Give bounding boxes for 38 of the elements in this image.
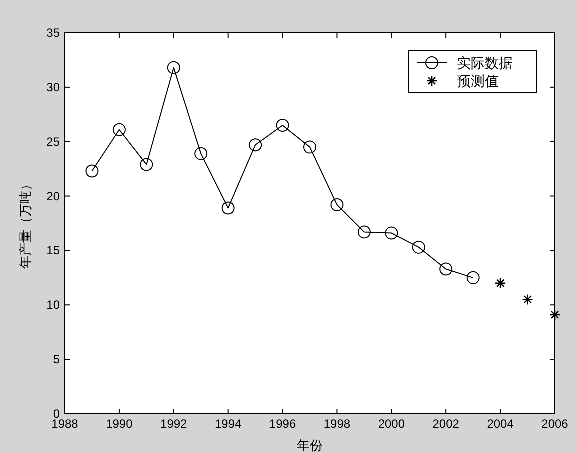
y-tick-label: 10 xyxy=(46,298,60,312)
x-tick-label: 1998 xyxy=(324,417,351,431)
x-tick-label: 2004 xyxy=(487,417,514,431)
point xyxy=(249,138,262,152)
point xyxy=(330,198,344,212)
y-tick-label: 35 xyxy=(46,26,60,40)
y-tick-label: 5 xyxy=(53,352,60,367)
x-tick-label: 1990 xyxy=(106,417,134,431)
x-tick-label: 2002 xyxy=(432,417,460,431)
point xyxy=(276,119,290,132)
x-tick-label: 2000 xyxy=(378,417,406,431)
point xyxy=(385,226,398,240)
point xyxy=(494,278,506,290)
y-tick-label: 25 xyxy=(46,134,60,149)
legend-label: 预测值 xyxy=(457,73,499,89)
point xyxy=(140,158,154,172)
y-tick-label: 15 xyxy=(46,244,60,258)
point xyxy=(549,309,561,321)
x-tick-label: 1996 xyxy=(269,417,296,431)
point xyxy=(167,61,180,74)
y-axis-title: 年产量（万吨） xyxy=(18,178,33,269)
point xyxy=(440,262,453,276)
point xyxy=(86,164,99,178)
y-tick-label: 20 xyxy=(46,189,60,204)
point xyxy=(412,240,426,254)
point xyxy=(112,123,126,136)
point xyxy=(522,294,534,306)
point xyxy=(304,140,316,154)
point xyxy=(358,226,371,239)
point xyxy=(466,271,480,284)
x-tick-label: 1992 xyxy=(160,417,188,431)
point xyxy=(222,202,235,215)
point xyxy=(194,147,208,160)
legend-label: 实际数据 xyxy=(457,55,513,71)
x-tick-label: 1994 xyxy=(214,417,242,431)
y-tick-label: 30 xyxy=(46,80,60,94)
x-tick-label: 2006 xyxy=(542,417,569,431)
x-axis-title: 年份 xyxy=(297,438,323,453)
